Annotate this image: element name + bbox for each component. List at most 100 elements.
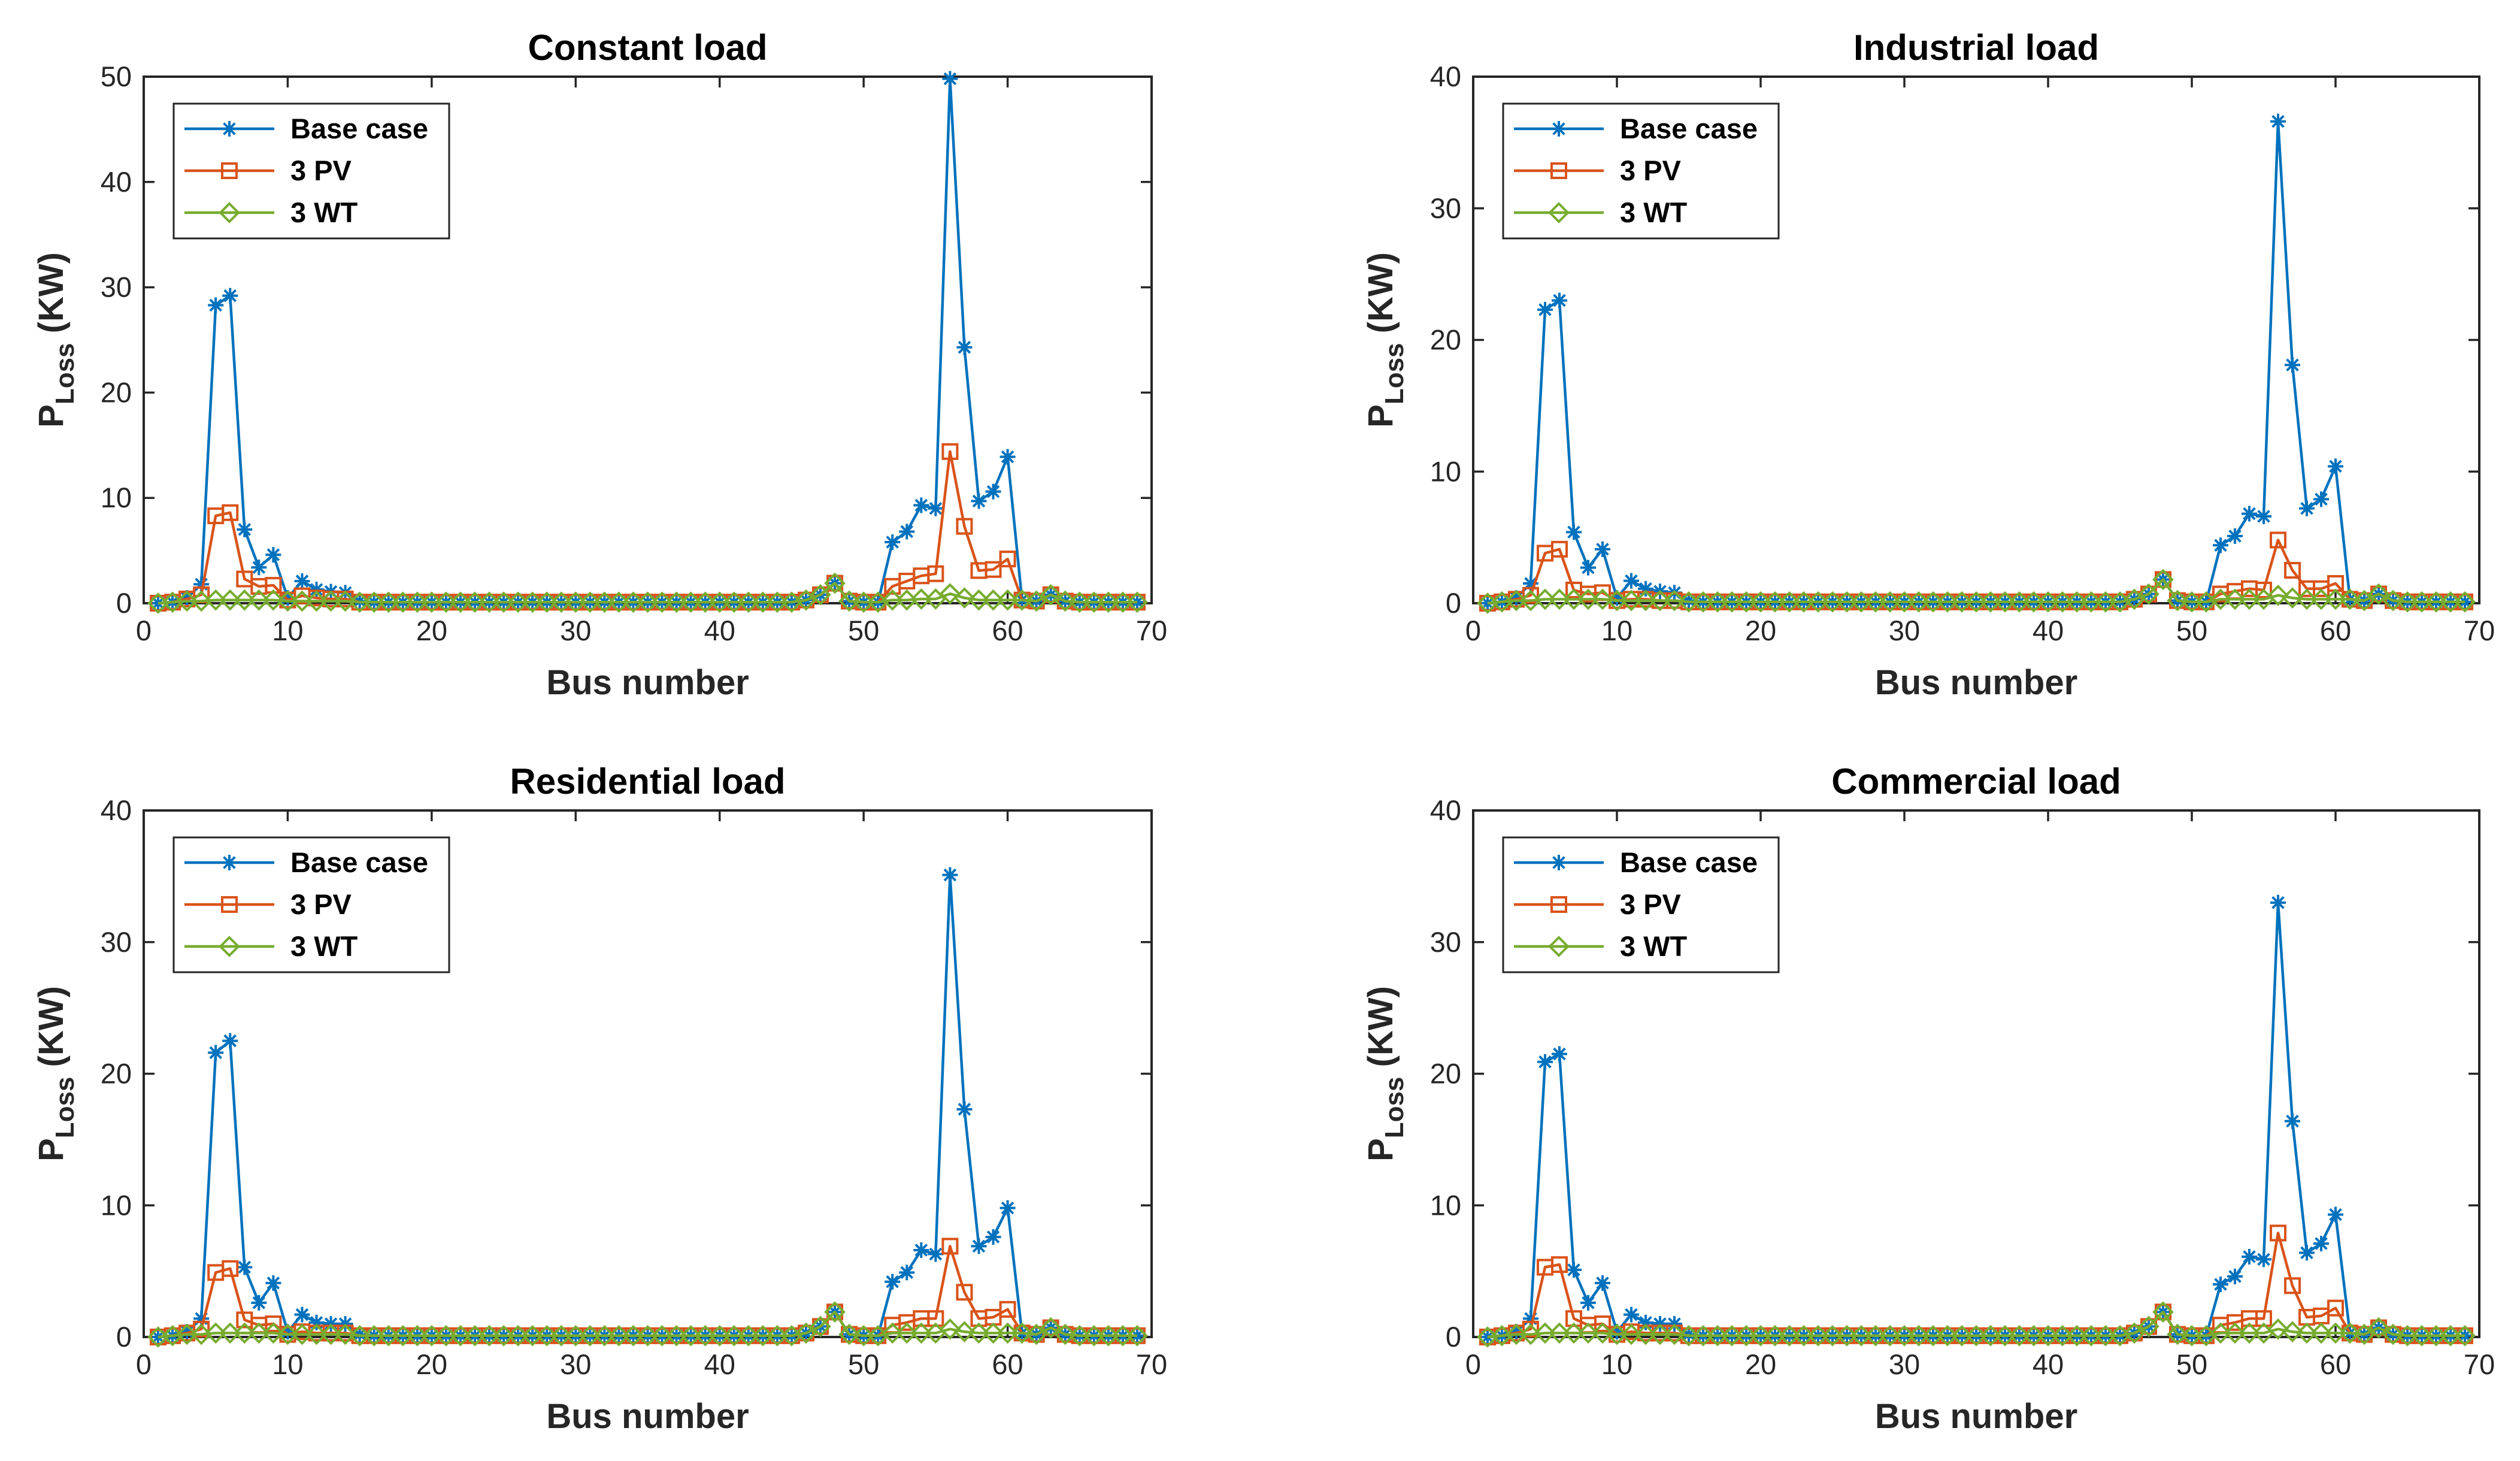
x-tick-label: 0 [1465,615,1481,646]
data-point-wt [939,1318,961,1340]
data-point-pv [2327,1299,2344,1317]
data-point-wt [2052,1324,2073,1347]
data-point-wt [2181,1324,2203,1347]
data-point-wt [1879,591,1901,613]
data-point-wt [1025,590,1047,612]
data-point-wt [406,1324,428,1347]
data-point-wt [622,1324,644,1347]
x-tick-label: 20 [416,615,447,646]
data-point-wt [392,591,414,613]
data-point-wt [377,1324,399,1347]
data-point-pv [2140,1318,2157,1335]
data-point-wt [708,1324,731,1347]
legend-label: Base case [1620,113,1758,144]
x-tick-label: 10 [1601,1348,1632,1380]
data-point-wt [1549,588,1570,610]
data-point-wt [1664,1323,1685,1345]
data-point-wt [1664,589,1685,612]
legend-label: 3 PV [290,888,352,920]
data-point-wt [1098,1324,1119,1347]
data-point-base [2328,458,2343,474]
data-point-wt [1011,589,1033,611]
data-point-wt [1083,1324,1105,1347]
data-point-wt [680,591,702,613]
x-tick-label: 0 [136,1348,152,1380]
data-point-wt [925,588,947,610]
data-point-wt [723,591,745,613]
data-point-wt [1083,591,1105,613]
data-point-wt [1793,591,1815,613]
data-point-wt [1965,591,1987,613]
data-point-wt [262,589,284,611]
y-axis-label: PLoss (KW) [32,252,80,428]
data-point-pv [826,574,844,592]
data-point-wt [536,591,558,613]
data-point-wt [608,591,630,613]
data-point-wt [565,591,587,613]
data-point-base [222,288,238,304]
data-point-wt [2440,1324,2461,1347]
subplot-2: 0 10 20 30 40 50 60 70 0 10 20 30 40 Industrial load B… [1361,28,2495,702]
subplot-4: 0 10 20 30 40 50 60 70 0 10 20 30 40 Commercial load B… [1361,761,2495,1436]
data-point-base [1580,559,1596,576]
data-point-base [208,297,224,313]
data-point-wt [2066,591,2088,613]
series-line-pv [1487,1232,2465,1339]
data-point-base [985,483,1001,500]
data-point-wt [493,1324,514,1347]
data-point-wt [622,591,644,613]
data-point-base [2256,1251,2271,1268]
data-point-wt [1865,591,1886,613]
data-point-base [208,1045,224,1061]
data-point-pv [2140,585,2157,603]
legend-item-wt: 3 WT [1514,930,1688,962]
data-point-wt [1908,1324,1930,1347]
data-point-pv [985,561,1002,578]
chart-title: Commercial load [1831,761,2121,801]
data-point-wt [464,591,486,613]
data-point-wt [1606,589,1628,612]
y-tick-label: 10 [101,1189,132,1221]
data-point-base [1595,541,1610,557]
data-point-wt [810,1315,831,1338]
data-point-wt [205,1322,227,1344]
x-tick-label: 20 [416,1348,447,1380]
data-point-wt [2239,1322,2260,1344]
legend-item-wt: 3 WT [1514,196,1688,228]
data-point-wt [464,1324,486,1347]
y-tick-label: 30 [1430,192,1461,224]
data-point-pv [941,1238,959,1255]
legend-item-pv: 3 PV [184,155,352,186]
x-tick-label: 50 [2176,1348,2207,1380]
data-point-pv [812,1318,829,1335]
data-point-wt [1011,1322,1033,1344]
legend: Base case 3 PV 3 WT [172,102,450,240]
data-point-wt [737,1324,759,1347]
data-point-wt [1994,591,2016,613]
data-point-wt [234,589,256,611]
x-tick-label: 10 [1601,615,1632,646]
data-point-wt [1779,591,1800,613]
data-point-wt [1850,591,1872,613]
data-point-pv [956,1284,973,1301]
data-point-pv [193,1320,210,1338]
legend-marker-base [1551,121,1567,137]
data-point-wt [1635,1323,1656,1345]
data-point-wt [1098,591,1119,613]
data-point-base [1595,1275,1610,1291]
data-point-base [2285,357,2300,373]
data-point-wt [651,1324,673,1347]
data-point-base [1537,301,1553,317]
x-axis-label: Bus number [1875,663,2077,702]
y-tick-label: 0 [1446,1321,1461,1353]
data-point-wt [2210,1322,2231,1344]
legend-item-pv: 3 PV [184,888,352,920]
chart-title: Constant load [528,28,768,68]
legend-marker-wt [1548,936,1570,957]
data-point-wt [1635,589,1656,612]
data-point-wt [2339,1322,2361,1344]
data-point-wt [2282,587,2303,609]
data-point-wt [421,591,443,613]
data-point-pv [826,1303,844,1321]
data-point-wt [1937,591,1958,613]
